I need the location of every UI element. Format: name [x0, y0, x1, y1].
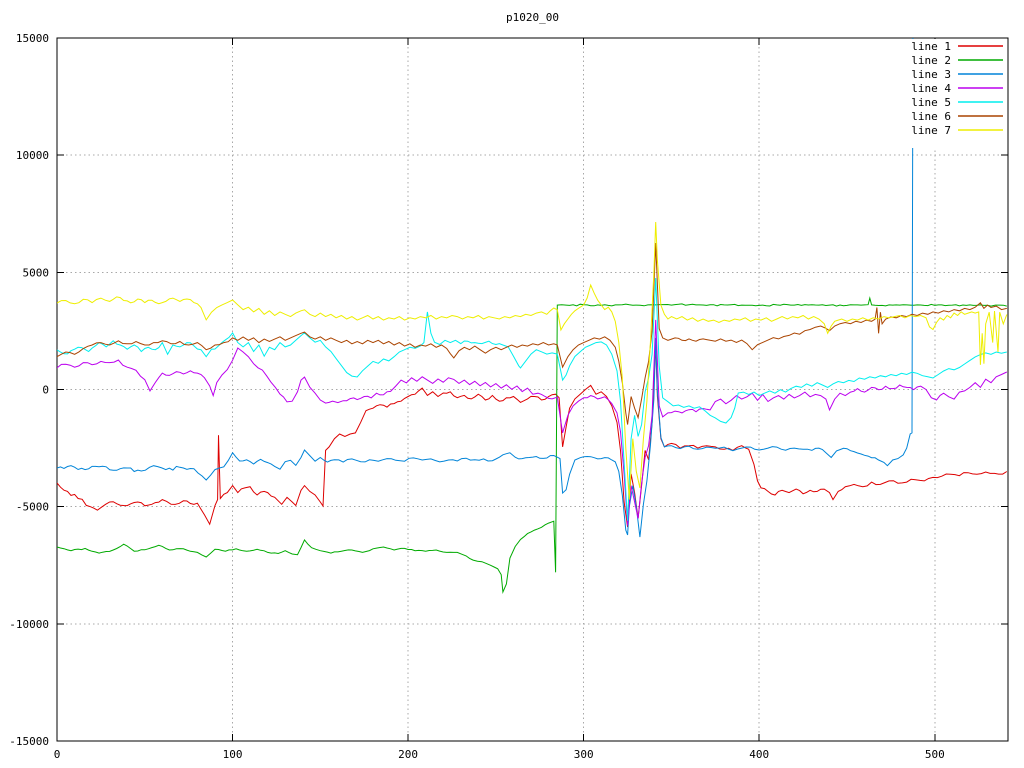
series-line-3 — [57, 38, 914, 538]
x-tick-label: 400 — [749, 748, 769, 761]
plot-border — [56, 37, 1009, 742]
x-tick-label: 300 — [574, 748, 594, 761]
x-tick-label: 0 — [54, 748, 61, 761]
x-tick-label: 500 — [925, 748, 945, 761]
legend-label: line 3 — [911, 68, 951, 81]
series-line-7 — [57, 221, 1008, 500]
y-tick-label: -10000 — [9, 618, 49, 631]
series-line-6 — [57, 242, 1007, 425]
legend-label: line 4 — [911, 82, 951, 95]
legend-label: line 7 — [911, 124, 951, 137]
y-tick-label: 5000 — [23, 266, 50, 279]
legend-label: line 1 — [911, 40, 951, 53]
x-tick-label: 200 — [398, 748, 418, 761]
y-tick-label: -15000 — [9, 735, 49, 748]
legend-label: line 2 — [911, 54, 951, 67]
series-line-4 — [57, 319, 1008, 526]
y-tick-label: 0 — [42, 384, 49, 397]
chart-title: p1020_00 — [506, 11, 559, 24]
series-line-1 — [57, 344, 1008, 528]
y-tick-label: 15000 — [16, 32, 49, 45]
legend-label: line 6 — [911, 110, 951, 123]
x-tick-label: 100 — [223, 748, 243, 761]
series-group — [57, 38, 1008, 594]
series-line-5 — [57, 277, 1007, 521]
y-tick-label: -5000 — [16, 501, 49, 514]
legend-label: line 5 — [911, 96, 951, 109]
y-tick-label: 10000 — [16, 149, 49, 162]
series-line-2 — [57, 296, 1007, 594]
